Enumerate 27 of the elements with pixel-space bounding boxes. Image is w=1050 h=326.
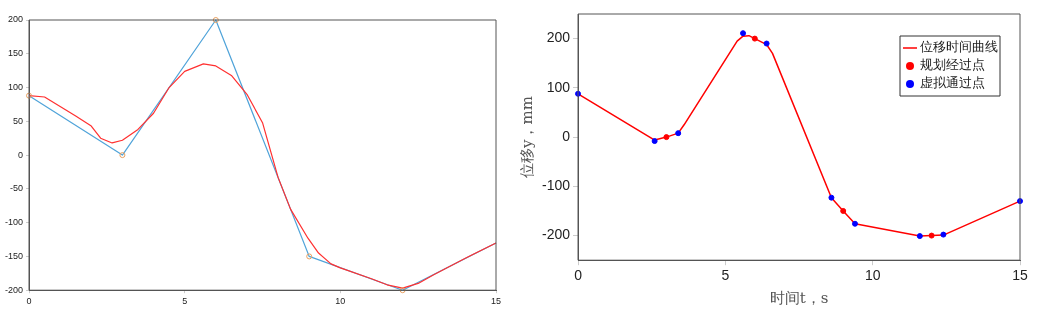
y-tick-label: 200 xyxy=(7,14,24,25)
y-axis-title: 位移y，mm xyxy=(517,96,536,179)
y-tick-label: 150 xyxy=(7,48,24,59)
x-tick-label: 5 xyxy=(182,296,188,307)
x-tick-label: 5 xyxy=(721,267,730,284)
y-tick-label: 50 xyxy=(13,115,24,126)
x-tick-label: 15 xyxy=(490,296,502,307)
y-tick-label: 0 xyxy=(18,149,24,160)
y-tick-label: -150 xyxy=(5,250,24,261)
y-tick-label: -50 xyxy=(10,183,24,194)
legend-label: 位移时间曲线 xyxy=(920,39,998,55)
x-tick-label: 0 xyxy=(574,267,583,284)
x-axis-title: 时间t，s xyxy=(769,288,829,307)
y-tick-label: 100 xyxy=(7,82,24,93)
x-tick-label: 10 xyxy=(864,267,881,284)
y-tick-label: 0 xyxy=(562,127,571,144)
y-tick-label: -200 xyxy=(541,226,571,243)
y-tick-label: -100 xyxy=(541,177,571,194)
x-tick-label: 10 xyxy=(335,296,346,307)
legend-label: 虚拟通过点 xyxy=(920,75,985,91)
y-tick-label: -100 xyxy=(5,217,24,228)
y-tick-label: 200 xyxy=(546,29,571,46)
y-tick-label: -200 xyxy=(5,284,24,295)
y-tick-label: 100 xyxy=(546,78,571,95)
x-tick-label: 15 xyxy=(1012,267,1028,284)
legend-label: 规划经过点 xyxy=(920,57,985,73)
x-tick-label: 0 xyxy=(26,296,32,307)
